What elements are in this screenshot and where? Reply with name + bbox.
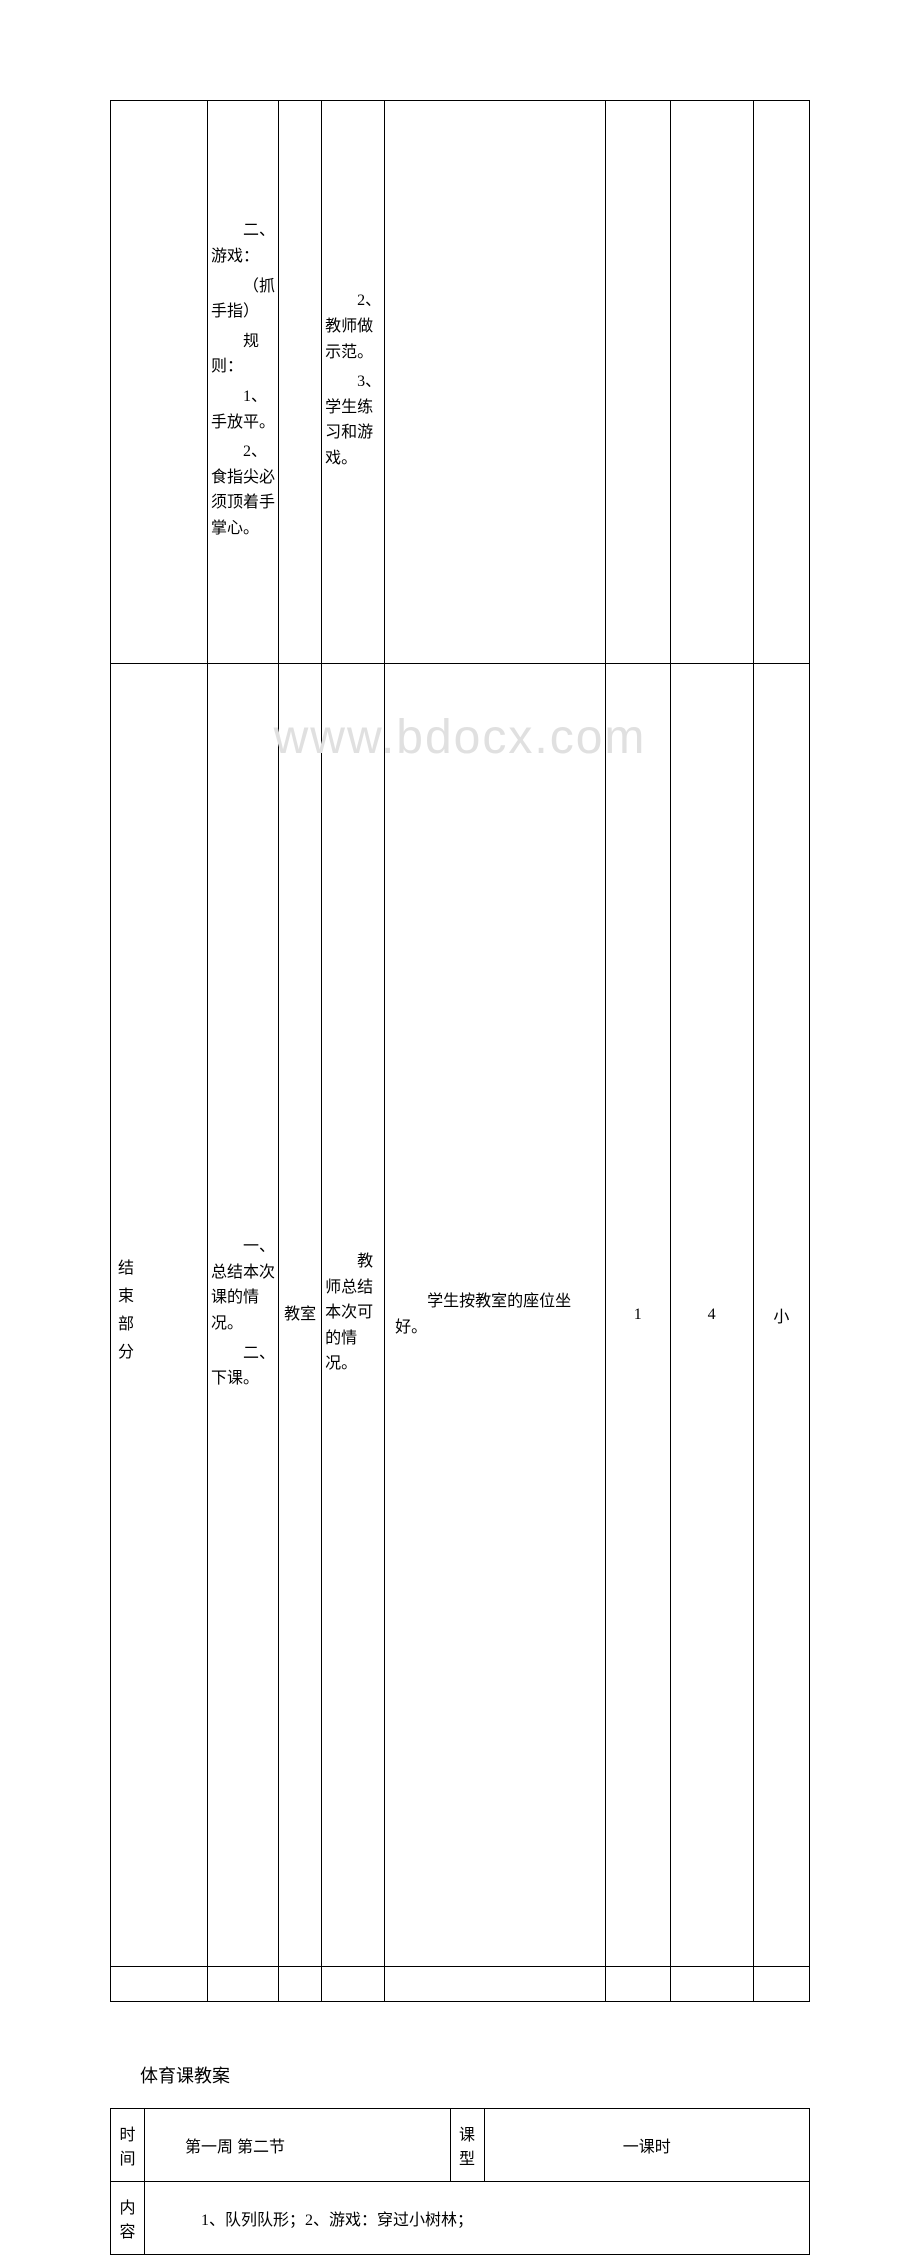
content-text: 二、游戏： bbox=[211, 218, 275, 269]
header-label: 时间 bbox=[111, 2109, 145, 2182]
table-row: 结束部分 一、总结本次课的情况。 二、下课。 教室 教师总结本次可的情况。 学生… bbox=[111, 664, 810, 1967]
location-text: 教室 bbox=[284, 1306, 316, 1323]
cell-teacher: 教师总结本次可的情况。 bbox=[322, 664, 385, 1967]
section-title: 体育课教案 bbox=[140, 2062, 810, 2088]
cell-content: 二、游戏： （抓手指） 规则： 1、手放平。 2、食指尖必须顶着手掌心。 bbox=[208, 101, 279, 664]
content-text: 二、下课。 bbox=[211, 1341, 275, 1392]
cell-empty bbox=[322, 1967, 385, 2002]
table-row: 时间 第一周 第二节 课型 一课时 bbox=[111, 2109, 810, 2182]
cell-times bbox=[605, 101, 670, 664]
cell-section: 结束部分 bbox=[111, 664, 208, 1967]
cell-duration: 4 bbox=[670, 664, 753, 1967]
content-text: 教师总结本次可的情况。 bbox=[325, 1249, 381, 1377]
cell-empty bbox=[605, 1967, 670, 2002]
header-value: 1、队列队形；2、游戏：穿过小树林； bbox=[144, 2182, 809, 2255]
content-text: 3、学生练习和游戏。 bbox=[325, 369, 381, 471]
cell-intensity bbox=[753, 101, 809, 664]
header-label: 内容 bbox=[111, 2182, 145, 2255]
header-value: 一课时 bbox=[484, 2109, 809, 2182]
content-text: 1、手放平。 bbox=[211, 384, 275, 435]
cell-times: 1 bbox=[605, 664, 670, 1967]
cell-teacher: 2、教师做示范。 3、学生练习和游戏。 bbox=[322, 101, 385, 664]
main-content-table: 二、游戏： （抓手指） 规则： 1、手放平。 2、食指尖必须顶着手掌心。 2、教… bbox=[110, 100, 810, 2002]
cell-duration bbox=[670, 101, 753, 664]
cell-empty bbox=[753, 1967, 809, 2002]
table-row: 内容 1、队列队形；2、游戏：穿过小树林； bbox=[111, 2182, 810, 2255]
cell-intensity: 小 bbox=[753, 664, 809, 1967]
content-text: （抓手指） bbox=[211, 274, 275, 325]
header-table: 时间 第一周 第二节 课型 一课时 内容 1、队列队形；2、游戏：穿过小树林； bbox=[110, 2108, 810, 2255]
table-row bbox=[111, 1967, 810, 2002]
content-text: 2、食指尖必须顶着手掌心。 bbox=[211, 439, 275, 541]
cell-empty bbox=[111, 1967, 208, 2002]
content-text: 一、总结本次课的情况。 bbox=[211, 1234, 275, 1336]
table-row: 二、游戏： （抓手指） 规则： 1、手放平。 2、食指尖必须顶着手掌心。 2、教… bbox=[111, 101, 810, 664]
cell-location bbox=[279, 101, 322, 664]
cell-student bbox=[385, 101, 606, 664]
cell-location: 教室 bbox=[279, 664, 322, 1967]
student-text: 学生按教室的座位坐好。 bbox=[395, 1289, 595, 1340]
header-label: 课型 bbox=[450, 2109, 484, 2182]
cell-empty bbox=[385, 1967, 606, 2002]
section-label: 结束部分 bbox=[111, 664, 135, 1966]
content-text: 规则： bbox=[211, 329, 275, 380]
cell-empty bbox=[279, 1967, 322, 2002]
content-text: 2、教师做示范。 bbox=[325, 288, 381, 365]
cell-section bbox=[111, 101, 208, 664]
header-value: 第一周 第二节 bbox=[144, 2109, 450, 2182]
cell-empty bbox=[670, 1967, 753, 2002]
cell-empty bbox=[208, 1967, 279, 2002]
cell-student: 学生按教室的座位坐好。 bbox=[385, 664, 606, 1967]
cell-content: 一、总结本次课的情况。 二、下课。 bbox=[208, 664, 279, 1967]
